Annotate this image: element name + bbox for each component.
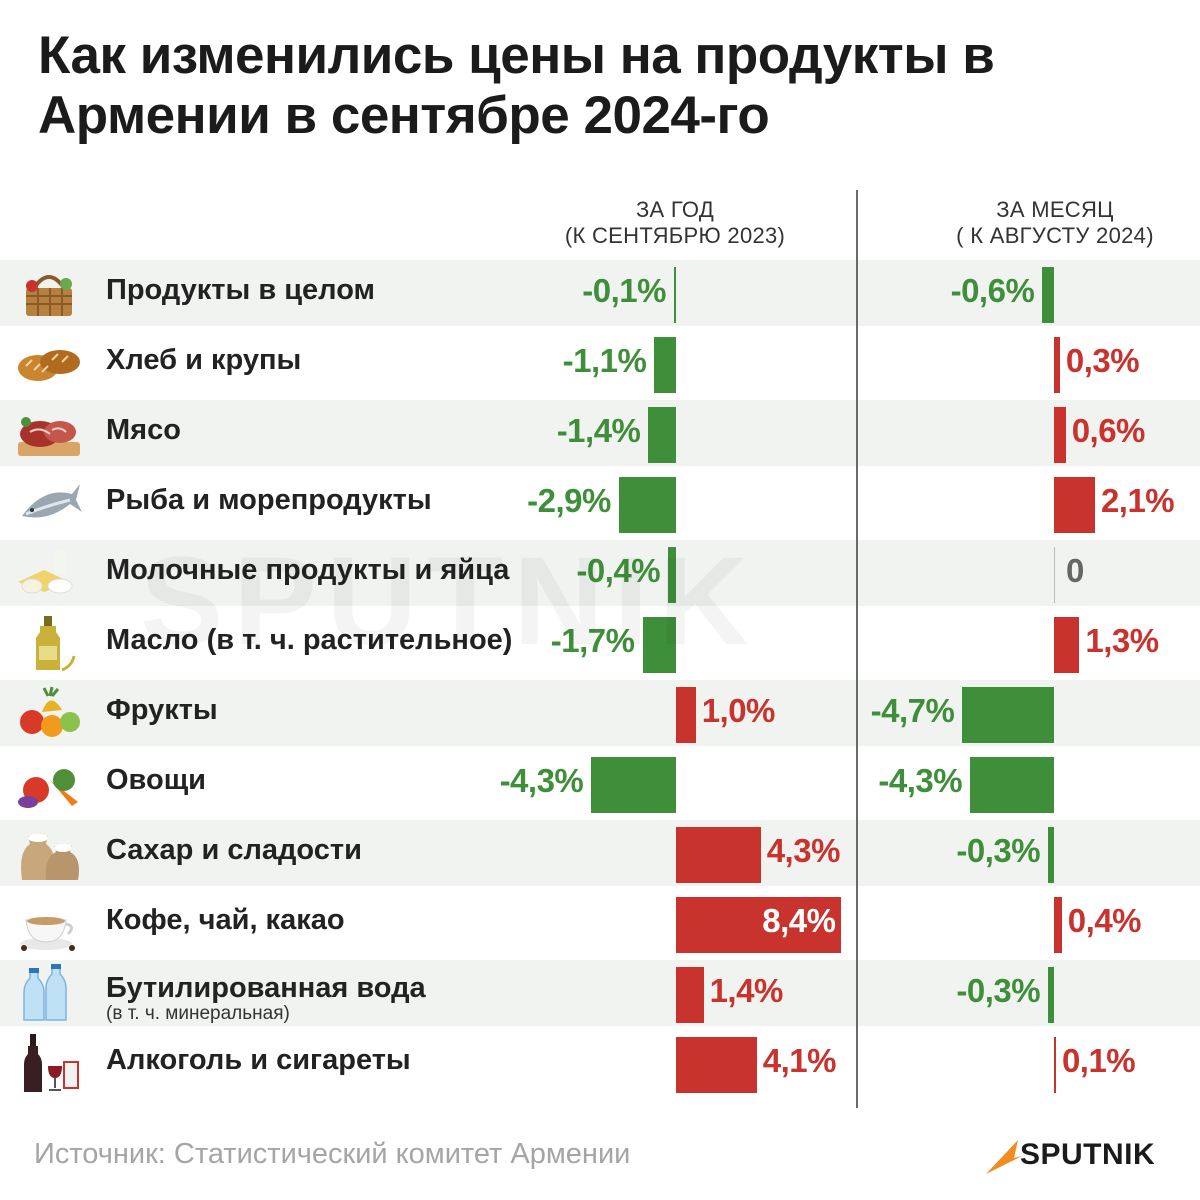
bar-month — [1048, 827, 1054, 883]
column-header-year-line1: ЗА ГОД — [635, 197, 715, 222]
oil-bottle-icon — [36, 616, 76, 672]
bar-month — [1054, 337, 1060, 393]
fish-icon — [22, 484, 82, 518]
value-label-month: 0,6% — [1071, 412, 1146, 449]
value-label-month: 0,1% — [1061, 1042, 1136, 1079]
value-label-year: -2,9% — [527, 482, 611, 519]
value-label-month: -0,3% — [956, 972, 1041, 1009]
bar-month — [1054, 1037, 1056, 1093]
value-label-month: 0,3% — [1065, 342, 1140, 379]
row-band — [0, 540, 1200, 606]
category-label: Рыба и морепродукты — [106, 484, 432, 516]
bar-month — [1048, 967, 1054, 1023]
sputnik-logo-icon — [986, 1140, 1022, 1174]
bar-month — [1054, 617, 1080, 673]
dairy-icon — [18, 550, 73, 594]
fruits-icon — [20, 686, 80, 737]
bar-month — [970, 757, 1054, 813]
value-label-month: -0,3% — [956, 832, 1041, 869]
value-label-year: 8,4% — [762, 902, 836, 939]
value-label-month: -0,6% — [950, 272, 1035, 309]
brand-name: SPUTNIK — [1020, 1138, 1156, 1171]
column-header-month: ЗА МЕСЯЦ ( К АВГУСТУ 2024) — [925, 197, 1185, 249]
category-label: Молочные продукты и яйца — [106, 554, 510, 586]
bar-year — [648, 407, 676, 463]
source-note: Источник: Статистический комитет Армении — [34, 1138, 631, 1170]
category-label: Продукты в целом — [106, 274, 375, 306]
category-label: Сахар и сладости — [106, 834, 362, 866]
value-label-year: -0,1% — [582, 272, 666, 309]
category-label: Кофе, чай, какао — [106, 904, 345, 936]
category-label: Бутилированная вода — [106, 972, 426, 1004]
bar-year — [654, 337, 676, 393]
bar-month — [962, 687, 1054, 743]
category-label: Алкоголь и сигареты — [106, 1044, 411, 1076]
value-label-year: -1,1% — [562, 342, 647, 379]
column-divider — [856, 190, 858, 1108]
value-label-month: 0,4% — [1067, 902, 1142, 939]
value-label-year: -1,4% — [556, 412, 641, 449]
vegetables-icon — [18, 769, 78, 808]
value-label-year: 1,4% — [709, 972, 784, 1009]
value-label-year: -4,3% — [499, 762, 584, 799]
bread-icon — [18, 350, 80, 381]
bar-month — [1054, 547, 1055, 603]
value-label-year: -0,4% — [576, 552, 661, 589]
category-label: Овощи — [106, 764, 207, 796]
column-header-year: ЗА ГОД (К СЕНТЯБРЮ 2023) — [540, 197, 810, 249]
bar-year — [642, 617, 676, 673]
bar-year — [676, 897, 842, 953]
bar-year — [676, 827, 761, 883]
category-sublabel: (в т. ч. минеральная) — [106, 1003, 290, 1024]
bar-year — [674, 267, 676, 323]
bar-year — [618, 477, 676, 533]
value-label-month: -4,7% — [870, 692, 955, 729]
sugar-sack-icon — [21, 834, 79, 880]
bar-month — [1054, 407, 1066, 463]
value-label-month: 0 — [1066, 552, 1084, 589]
bar-month — [1054, 477, 1095, 533]
chart-title: Как изменились цены на продукты в Армени… — [38, 26, 995, 145]
bar-year — [668, 547, 676, 603]
row-band — [0, 960, 1200, 1026]
bar-year — [676, 967, 704, 1023]
row-band — [0, 260, 1200, 326]
category-label: Хлеб и крупы — [106, 344, 302, 376]
column-header-month-line1: ЗА МЕСЯЦ — [996, 197, 1114, 222]
bar-month — [1042, 267, 1054, 323]
column-header-month-line2: ( К АВГУСТУ 2024) — [956, 223, 1154, 248]
meat-icon — [18, 417, 80, 456]
coffee-cup-icon — [20, 917, 75, 951]
bar-month — [1054, 897, 1062, 953]
water-bottles-icon — [23, 964, 67, 1021]
value-label-month: 1,3% — [1085, 622, 1159, 659]
value-label-year: 1,0% — [701, 692, 776, 729]
column-header-year-line2: (К СЕНТЯБРЮ 2023) — [564, 223, 786, 248]
picnic-basket-icon — [26, 275, 72, 316]
category-label: Мясо — [106, 414, 181, 446]
bar-year — [676, 1037, 757, 1093]
value-label-year: -1,7% — [550, 622, 635, 659]
wine-cigarettes-icon — [24, 1034, 79, 1092]
value-label-year: 4,3% — [766, 832, 841, 869]
category-label: Фрукты — [106, 694, 218, 726]
category-label: Масло (в т. ч. растительное) — [106, 624, 513, 656]
row-band — [0, 820, 1200, 886]
value-label-month: 2,1% — [1100, 482, 1175, 519]
bar-year — [676, 687, 696, 743]
row-band — [0, 400, 1200, 466]
value-label-month: -4,3% — [878, 762, 963, 799]
bar-year — [591, 757, 676, 813]
value-label-year: 4,1% — [762, 1042, 837, 1079]
